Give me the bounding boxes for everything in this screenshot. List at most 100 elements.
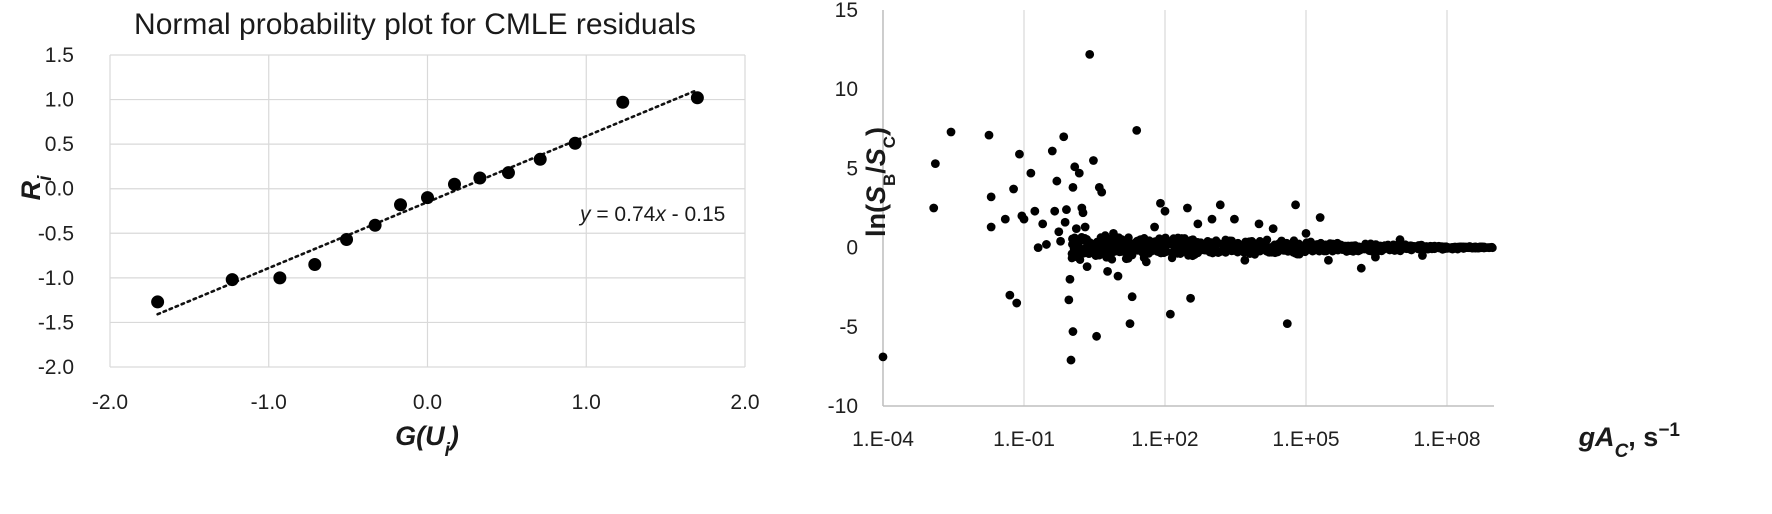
chart2-x-tick: 1.E+05 bbox=[1272, 428, 1339, 451]
chart2-point bbox=[1085, 49, 1095, 59]
chart2-point bbox=[1356, 263, 1366, 273]
chart2-point bbox=[1000, 214, 1010, 224]
chart1-x-tick: 1.0 bbox=[572, 391, 601, 414]
chart2-point bbox=[1109, 228, 1118, 238]
chart2-xlabel-part: gA bbox=[1578, 422, 1615, 452]
chart1-eq-part: x bbox=[654, 203, 667, 226]
chart2-point bbox=[1121, 254, 1131, 264]
chart1-eq-part: y bbox=[578, 203, 592, 226]
chart2-band-point bbox=[1105, 251, 1115, 261]
chart1-y-tick: -1.0 bbox=[38, 267, 74, 290]
chart2-point bbox=[1033, 243, 1043, 253]
chart2-band-point bbox=[1311, 244, 1321, 254]
chart2-point bbox=[1074, 168, 1084, 178]
chart2-ylabel-part: / bbox=[861, 166, 891, 174]
chart2-y-tick-labels: 15 10 5 0 -5 -10 bbox=[828, 0, 858, 418]
chart2-x-tick: 1.E+08 bbox=[1413, 428, 1480, 451]
chart1-y-tick: 1.5 bbox=[45, 44, 74, 67]
chart2-point bbox=[1064, 295, 1074, 305]
chart1-gridlines bbox=[109, 54, 746, 368]
chart2-point bbox=[1070, 162, 1080, 172]
chart2-band-point bbox=[1068, 234, 1077, 244]
chart2-point bbox=[1240, 255, 1250, 265]
chart2-x-axis-label: gAC, s−1 bbox=[1578, 420, 1681, 462]
chart2-band-point bbox=[1103, 240, 1112, 250]
chart2-point bbox=[1136, 235, 1145, 245]
chart1-point bbox=[447, 177, 461, 191]
log-ratio-scatter-chart: 15 10 5 0 -5 -10 1.E-04 1.E-01 1.E+02 1.E+05 1.E+… bbox=[828, 0, 1681, 462]
chart2-y-tick: -5 bbox=[839, 316, 858, 339]
chart2-y-tick: 5 bbox=[846, 157, 858, 180]
chart2-band-point bbox=[1145, 236, 1154, 245]
chart2-point bbox=[1160, 206, 1170, 216]
chart2-point bbox=[1059, 132, 1069, 142]
chart1-point bbox=[501, 166, 515, 180]
chart1-eq-part: - 0.15 bbox=[666, 203, 726, 226]
chart1-xlabel-part: G(U bbox=[395, 421, 446, 451]
chart1-eq-part: = 0.74 bbox=[591, 203, 656, 226]
chart2-point bbox=[1056, 236, 1065, 246]
chart2-band-point bbox=[1169, 234, 1178, 243]
chart2-band-point bbox=[1081, 246, 1090, 256]
chart2-point bbox=[1068, 327, 1078, 336]
chart2-band-point bbox=[1414, 244, 1424, 253]
chart2-band-point bbox=[1193, 238, 1202, 247]
chart2-ylabel-part: B bbox=[880, 174, 899, 186]
chart2-band-point bbox=[1103, 234, 1112, 243]
chart2-ylabel-part: S bbox=[861, 148, 891, 166]
chart2-band-point bbox=[1091, 248, 1100, 258]
chart2-band-point bbox=[1321, 246, 1331, 256]
chart2-band-point bbox=[1234, 243, 1244, 252]
chart2-point bbox=[1042, 240, 1051, 249]
chart2-point bbox=[1125, 319, 1135, 329]
chart1-y-tick: -2.0 bbox=[38, 356, 74, 379]
chart2-band-point bbox=[1394, 243, 1403, 252]
chart2-x-tick-labels: 1.E-04 1.E-01 1.E+02 1.E+05 1.E+08 bbox=[852, 428, 1481, 451]
chart2-point bbox=[1078, 208, 1088, 218]
chart2-band-point bbox=[1255, 246, 1265, 256]
chart2-point bbox=[1030, 206, 1040, 216]
chart2-point bbox=[1118, 238, 1128, 248]
chart2-point bbox=[878, 352, 888, 362]
chart2-point bbox=[1207, 214, 1217, 224]
chart2-band-point bbox=[1209, 245, 1219, 254]
chart2-point bbox=[1150, 222, 1159, 232]
chart2-band-point bbox=[1227, 236, 1237, 246]
chart2-point bbox=[1127, 292, 1137, 302]
chart2-band-point bbox=[1287, 245, 1297, 255]
chart2-point bbox=[1062, 205, 1071, 214]
chart1-point bbox=[368, 218, 382, 232]
chart2-point bbox=[1066, 355, 1076, 365]
chart1-xlabel-part: ) bbox=[447, 421, 459, 451]
chart2-band-point bbox=[1462, 243, 1471, 252]
chart1-y-tick: -0.5 bbox=[38, 222, 74, 245]
chart2-point bbox=[1097, 187, 1107, 197]
chart2-point bbox=[986, 222, 996, 232]
chart1-point bbox=[473, 171, 487, 185]
chart1-point bbox=[394, 198, 408, 212]
chart2-band-point bbox=[1273, 242, 1282, 251]
chart1-point bbox=[308, 257, 322, 271]
normal-probability-chart: Normal probability plot for CMLE residua… bbox=[16, 8, 760, 461]
chart2-band-point bbox=[1226, 243, 1235, 252]
chart2-point bbox=[1156, 198, 1165, 208]
chart2-point bbox=[1315, 213, 1325, 222]
chart1-x-tick: -1.0 bbox=[251, 391, 287, 414]
chart2-band-point bbox=[1440, 243, 1449, 252]
chart2-x-tick: 1.E+02 bbox=[1131, 428, 1198, 451]
chart2-y-tick: 0 bbox=[846, 237, 858, 260]
chart1-y-tick: 0.0 bbox=[45, 178, 74, 201]
chart2-point bbox=[1060, 217, 1070, 227]
chart2-point bbox=[946, 127, 956, 137]
chart1-point bbox=[690, 91, 704, 105]
chart2-point bbox=[1009, 184, 1018, 194]
chart2-point bbox=[1015, 149, 1024, 159]
chart2-band-point bbox=[1096, 237, 1106, 246]
chart1-x-tick: -2.0 bbox=[92, 391, 128, 414]
chart2-point bbox=[1183, 203, 1192, 213]
chart2-point bbox=[1113, 271, 1123, 281]
chart2-dense-band bbox=[1067, 231, 1497, 264]
chart2-ylabel-part: ln( bbox=[861, 204, 891, 237]
chart2-point bbox=[1418, 251, 1427, 260]
chart2-point bbox=[929, 203, 939, 213]
